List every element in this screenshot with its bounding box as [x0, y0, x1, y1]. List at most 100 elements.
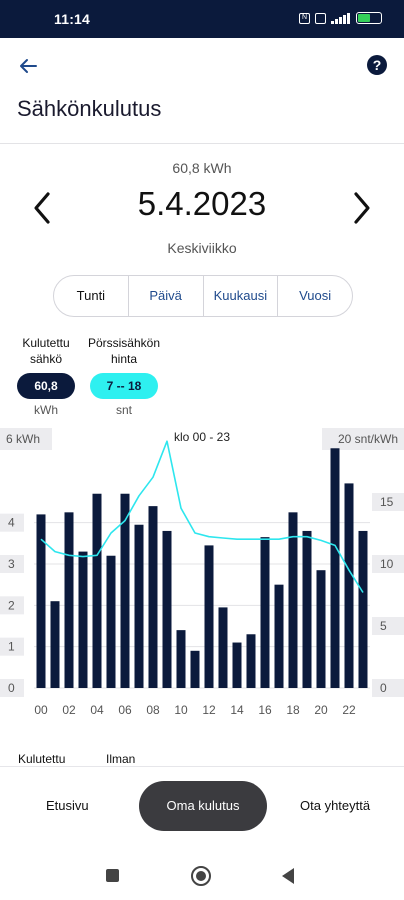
left-axis-label: 6 kWh: [6, 432, 40, 446]
legend-price-label-1: Pörssisähkön: [87, 336, 161, 350]
home-icon[interactable]: [191, 866, 211, 886]
legend-price-value: 7 -- 18: [90, 373, 158, 399]
help-icon[interactable]: ?: [367, 55, 387, 75]
x-tick-label: 22: [342, 703, 356, 717]
left-tick-bg: [0, 637, 24, 656]
left-tick-bg: [0, 596, 24, 615]
x-tick-label: 14: [230, 703, 244, 717]
bar: [274, 584, 284, 688]
chart-title: klo 00 - 23: [174, 430, 230, 444]
bar: [316, 570, 326, 688]
bar: [246, 634, 256, 688]
tab-day[interactable]: Päivä: [127, 276, 203, 316]
system-navigation: [0, 844, 404, 900]
bar: [134, 524, 144, 688]
x-tick-label: 18: [286, 703, 300, 717]
left-tick-label: 1: [8, 640, 15, 654]
left-tick-bg: [0, 555, 24, 573]
left-tick-bg: [0, 679, 24, 697]
left-tick-label: 2: [8, 598, 15, 612]
legend-price-label-2: hinta: [110, 352, 138, 366]
left-tick-label: 0: [8, 681, 15, 695]
bar: [36, 514, 46, 688]
bar: [78, 551, 88, 688]
period-tabs: Tunti Päivä Kuukausi Vuosi: [53, 275, 353, 317]
back-icon[interactable]: [282, 868, 294, 884]
nfc-icon: N: [299, 12, 310, 24]
app-bar: ? Sähkönkulutus: [0, 38, 404, 144]
bar: [50, 601, 60, 688]
partial-label-consumed: Kulutettu: [18, 752, 66, 766]
bar: [148, 506, 158, 688]
left-tick-label: 4: [8, 516, 15, 530]
chevron-left-icon[interactable]: [28, 190, 56, 226]
bar: [344, 483, 354, 688]
sim-icon: [315, 12, 326, 24]
right-axis-label: 20 snt/kWh: [338, 432, 398, 446]
bar: [218, 607, 228, 688]
bar: [106, 555, 116, 688]
x-tick-label: 04: [90, 703, 104, 717]
status-icons: N: [299, 12, 382, 24]
right-tick-bg: [372, 555, 404, 573]
x-tick-label: 10: [174, 703, 188, 717]
right-tick-bg: [372, 493, 404, 511]
left-tick-bg: [0, 513, 24, 532]
nav-home[interactable]: Etusivu: [46, 798, 89, 813]
bar: [190, 650, 200, 688]
bar: [302, 530, 312, 688]
left-axis-tag-bg: [0, 428, 52, 450]
left-tick-label: 3: [8, 557, 15, 571]
legend-consumption[interactable]: Kulutettu sähkö 60,8 kWh: [12, 335, 80, 418]
right-tick-label: 5: [380, 619, 387, 633]
x-tick-label: 06: [118, 703, 132, 717]
bar: [260, 537, 270, 688]
legend-price[interactable]: Pörssisähkön hinta 7 -- 18 snt: [84, 335, 164, 418]
x-tick-label: 02: [62, 703, 76, 717]
price-line: [40, 440, 364, 593]
legend-price-unit: snt: [115, 403, 132, 417]
x-tick-label: 16: [258, 703, 272, 717]
battery-icon: [356, 12, 382, 24]
partial-label-without: Ilman: [106, 752, 136, 766]
status-time: 11:14: [54, 11, 91, 27]
right-tick-bg: [372, 679, 404, 697]
bar: [64, 512, 74, 688]
tab-year[interactable]: Vuosi: [277, 276, 352, 316]
bar: [176, 630, 186, 688]
status-bar: 11:14 N: [0, 0, 404, 38]
recents-icon[interactable]: [106, 869, 119, 882]
total-consumption: 60,8 kWh: [172, 160, 232, 176]
signal-icon: [331, 12, 351, 24]
tab-hour[interactable]: Tunti: [76, 288, 106, 303]
bar: [204, 545, 214, 688]
right-axis-tag-bg: [322, 428, 404, 450]
chevron-right-icon[interactable]: [348, 190, 376, 226]
tab-month[interactable]: Kuukausi: [202, 276, 278, 316]
bar: [358, 530, 368, 688]
right-tick-bg: [372, 617, 404, 635]
legend-consumption-value: 60,8: [17, 373, 75, 399]
bar: [288, 512, 298, 688]
nav-contact[interactable]: Ota yhteyttä: [300, 798, 371, 813]
selected-date: 5.4.2023: [137, 185, 267, 222]
bar: [330, 448, 340, 688]
x-tick-label: 08: [146, 703, 160, 717]
legend-consumption-unit: kWh: [34, 403, 58, 417]
bar: [162, 530, 172, 688]
bar: [92, 493, 102, 688]
bar: [232, 642, 242, 688]
weekday: Keskiviikko: [167, 240, 237, 256]
x-tick-label: 12: [202, 703, 216, 717]
bar: [120, 493, 130, 688]
right-tick-label: 15: [380, 495, 394, 509]
x-tick-label: 00: [34, 703, 48, 717]
page-title: Sähkönkulutus: [17, 96, 162, 121]
right-tick-label: 0: [380, 681, 387, 695]
x-tick-label: 20: [314, 703, 328, 717]
nav-my-consumption[interactable]: Oma kulutus: [139, 781, 267, 831]
legend-consumption-label-2: sähkö: [29, 352, 63, 366]
arrow-left-icon[interactable]: [16, 54, 40, 78]
legend-consumption-label-1: Kulutettu: [22, 336, 70, 350]
